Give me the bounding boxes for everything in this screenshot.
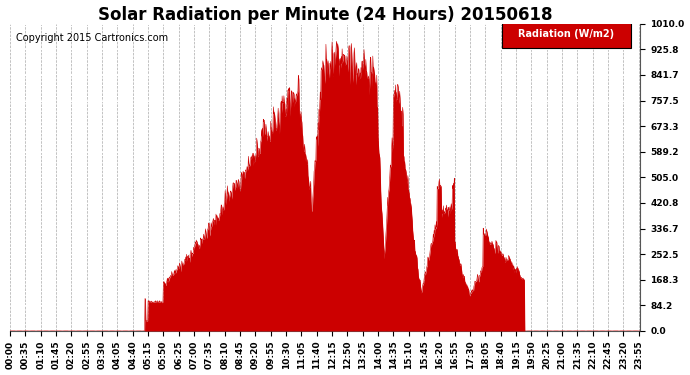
Text: Radiation (W/m2): Radiation (W/m2) — [518, 30, 615, 39]
FancyBboxPatch shape — [502, 21, 631, 48]
Text: Copyright 2015 Cartronics.com: Copyright 2015 Cartronics.com — [17, 33, 168, 43]
Title: Solar Radiation per Minute (24 Hours) 20150618: Solar Radiation per Minute (24 Hours) 20… — [98, 6, 553, 24]
